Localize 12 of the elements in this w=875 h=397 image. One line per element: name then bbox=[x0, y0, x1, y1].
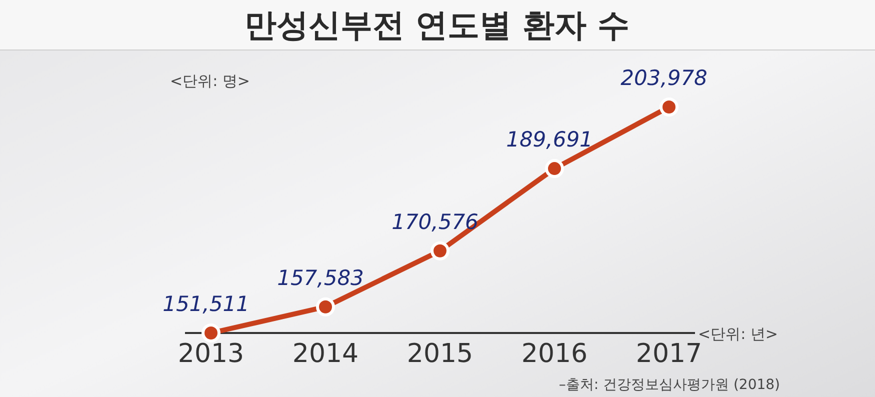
ylabel: <단위: 명> bbox=[170, 72, 250, 90]
xtick: 2016 bbox=[521, 339, 588, 369]
data-label: 203,978 bbox=[620, 66, 708, 90]
xtick: 2013 bbox=[178, 339, 244, 369]
title: 만성신부전 연도별 환자 수 bbox=[244, 6, 630, 44]
xtick: 2015 bbox=[406, 339, 474, 369]
annotation: –출처: 건강정보심사평가원 (2018) bbox=[558, 377, 780, 393]
data-label: 170,576 bbox=[392, 210, 478, 234]
data-label: 189,691 bbox=[506, 128, 593, 152]
xtick: 2014 bbox=[292, 339, 359, 369]
data-label: 151,511 bbox=[162, 292, 250, 316]
data-label: 157,583 bbox=[277, 266, 364, 290]
